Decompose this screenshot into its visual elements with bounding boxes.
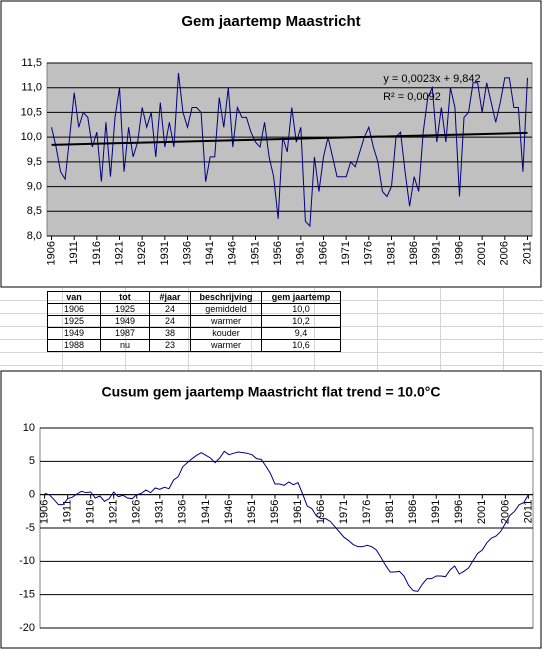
table-cell: 10,6 bbox=[261, 339, 341, 352]
x-tick-label: 1936 bbox=[181, 241, 193, 265]
chart-title: Gem jaartemp Maastricht bbox=[181, 13, 360, 30]
x-tick-label: 1991 bbox=[431, 241, 443, 265]
x-tick-label: 1916 bbox=[91, 241, 103, 265]
annotation: y = 0,0023x + 9,842 bbox=[383, 73, 480, 85]
x-tick-label: 1971 bbox=[338, 500, 350, 524]
x-tick-label: 1951 bbox=[249, 241, 261, 265]
y-tick-label: 10 bbox=[23, 422, 35, 434]
x-tick-label: 1911 bbox=[68, 241, 80, 265]
chart-title: Cusum gem jaartemp Maastricht flat trend… bbox=[102, 384, 441, 400]
x-tick-label: 1921 bbox=[113, 241, 125, 265]
x-tick-label: 1986 bbox=[408, 241, 420, 265]
x-tick-label: 2001 bbox=[476, 500, 488, 524]
x-tick-label: 1946 bbox=[223, 500, 235, 524]
x-tick-label: 1961 bbox=[292, 500, 304, 524]
x-tick-label: 1996 bbox=[453, 241, 465, 265]
x-tick-label: 1906 bbox=[45, 241, 57, 265]
x-tick-label: 1951 bbox=[246, 500, 258, 524]
y-tick-label: 10,5 bbox=[21, 106, 42, 118]
x-tick-label: 1976 bbox=[361, 500, 373, 524]
x-tick-label: 2006 bbox=[499, 500, 511, 524]
x-tick-label: 1976 bbox=[363, 241, 375, 265]
x-tick-label: 1936 bbox=[177, 500, 189, 524]
x-tick-label: 1991 bbox=[430, 500, 442, 524]
x-tick-label: 1931 bbox=[154, 500, 166, 524]
data-line bbox=[44, 450, 529, 592]
x-tick-label: 1961 bbox=[295, 241, 307, 265]
x-tick-label: 2011 bbox=[521, 241, 533, 265]
x-tick-label: 1921 bbox=[108, 500, 120, 524]
trend-line bbox=[51, 131, 528, 146]
y-tick-label: -15 bbox=[19, 589, 35, 601]
x-tick-label: 1996 bbox=[453, 500, 465, 524]
y-tick-label: 5 bbox=[29, 455, 35, 467]
x-tick-label: 1926 bbox=[136, 241, 148, 265]
annotation: R² = 0,0092 bbox=[383, 91, 441, 103]
y-tick-label: 11,0 bbox=[21, 82, 42, 94]
y-tick-label: 9,5 bbox=[27, 156, 42, 168]
x-tick-label: 1971 bbox=[340, 241, 352, 265]
y-tick-label: 11,5 bbox=[21, 57, 42, 69]
x-tick-label: 2011 bbox=[522, 500, 534, 524]
y-tick-label: -20 bbox=[19, 622, 35, 634]
x-tick-label: 1981 bbox=[384, 500, 396, 524]
x-tick-label: 1956 bbox=[269, 500, 281, 524]
x-tick-label: 1941 bbox=[200, 500, 212, 524]
table-cell: warmer bbox=[190, 339, 262, 352]
summary-table: van tot #jaar beschrijving gem jaartemp … bbox=[47, 291, 341, 352]
table-row: 1949 1987 38 kouder 9,4 bbox=[47, 327, 341, 340]
x-tick-label: 1906 bbox=[39, 500, 51, 524]
y-tick-label: -10 bbox=[19, 555, 35, 567]
x-tick-label: 2006 bbox=[499, 241, 511, 265]
y-tick-label: 9,0 bbox=[27, 180, 42, 192]
x-tick-label: 1926 bbox=[131, 500, 143, 524]
y-tick-label: 0 bbox=[29, 489, 35, 501]
table-row: 1988 nu 23 warmer 10,6 bbox=[47, 339, 341, 352]
x-tick-label: 1941 bbox=[204, 241, 216, 265]
x-tick-label: 1966 bbox=[315, 500, 327, 524]
y-tick-label: 8,5 bbox=[27, 205, 42, 217]
x-tick-label: 1956 bbox=[272, 241, 284, 265]
y-tick-label: -5 bbox=[25, 522, 35, 534]
x-tick-label: 1986 bbox=[407, 500, 419, 524]
y-tick-label: 10,0 bbox=[21, 131, 42, 143]
x-tick-label: 1966 bbox=[317, 241, 329, 265]
x-tick-label: 1911 bbox=[62, 500, 74, 524]
x-tick-label: 1931 bbox=[159, 241, 171, 265]
y-tick-label: 8,0 bbox=[27, 230, 42, 242]
x-tick-label: 2001 bbox=[476, 241, 488, 265]
x-tick-label: 1916 bbox=[85, 500, 97, 524]
x-tick-label: 1946 bbox=[227, 241, 239, 265]
x-tick-label: 1981 bbox=[385, 241, 397, 265]
